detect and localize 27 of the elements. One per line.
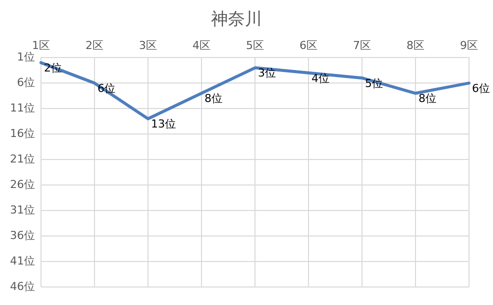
data-label: 8位 [418,92,436,106]
data-label: 5位 [365,76,383,90]
chart-title: 神奈川 [211,10,262,30]
x-tick-label: 5区 [246,38,264,52]
x-tick-label: 9区 [460,38,478,52]
y-tick-label: 21位 [10,152,35,166]
y-tick-label: 31位 [10,203,35,216]
y-tick-label: 46位 [10,280,35,293]
y-tick-label: 16位 [10,126,35,140]
data-label: 3位 [258,66,276,80]
y-tick-label: 6位 [16,76,35,89]
x-tick-label: 1区 [32,38,50,52]
x-tick-label: 2区 [85,38,104,52]
y-tick-label: 26位 [10,178,35,191]
y-tick-label: 11位 [10,101,35,114]
x-tick-label: 6区 [300,38,318,52]
data-label: 4位 [312,72,330,85]
x-tick-label: 4区 [192,38,210,52]
data-label: 13位 [151,118,176,131]
data-label: 6位 [472,82,490,95]
data-label: 8位 [204,92,222,106]
y-tick-label: 41位 [10,254,35,268]
x-tick-label: 8区 [406,38,424,52]
x-tick-label: 7区 [353,38,371,52]
y-tick-label: 36位 [10,228,35,242]
x-tick-label: 3区 [139,38,157,52]
y-tick-label: 1位 [16,50,35,64]
